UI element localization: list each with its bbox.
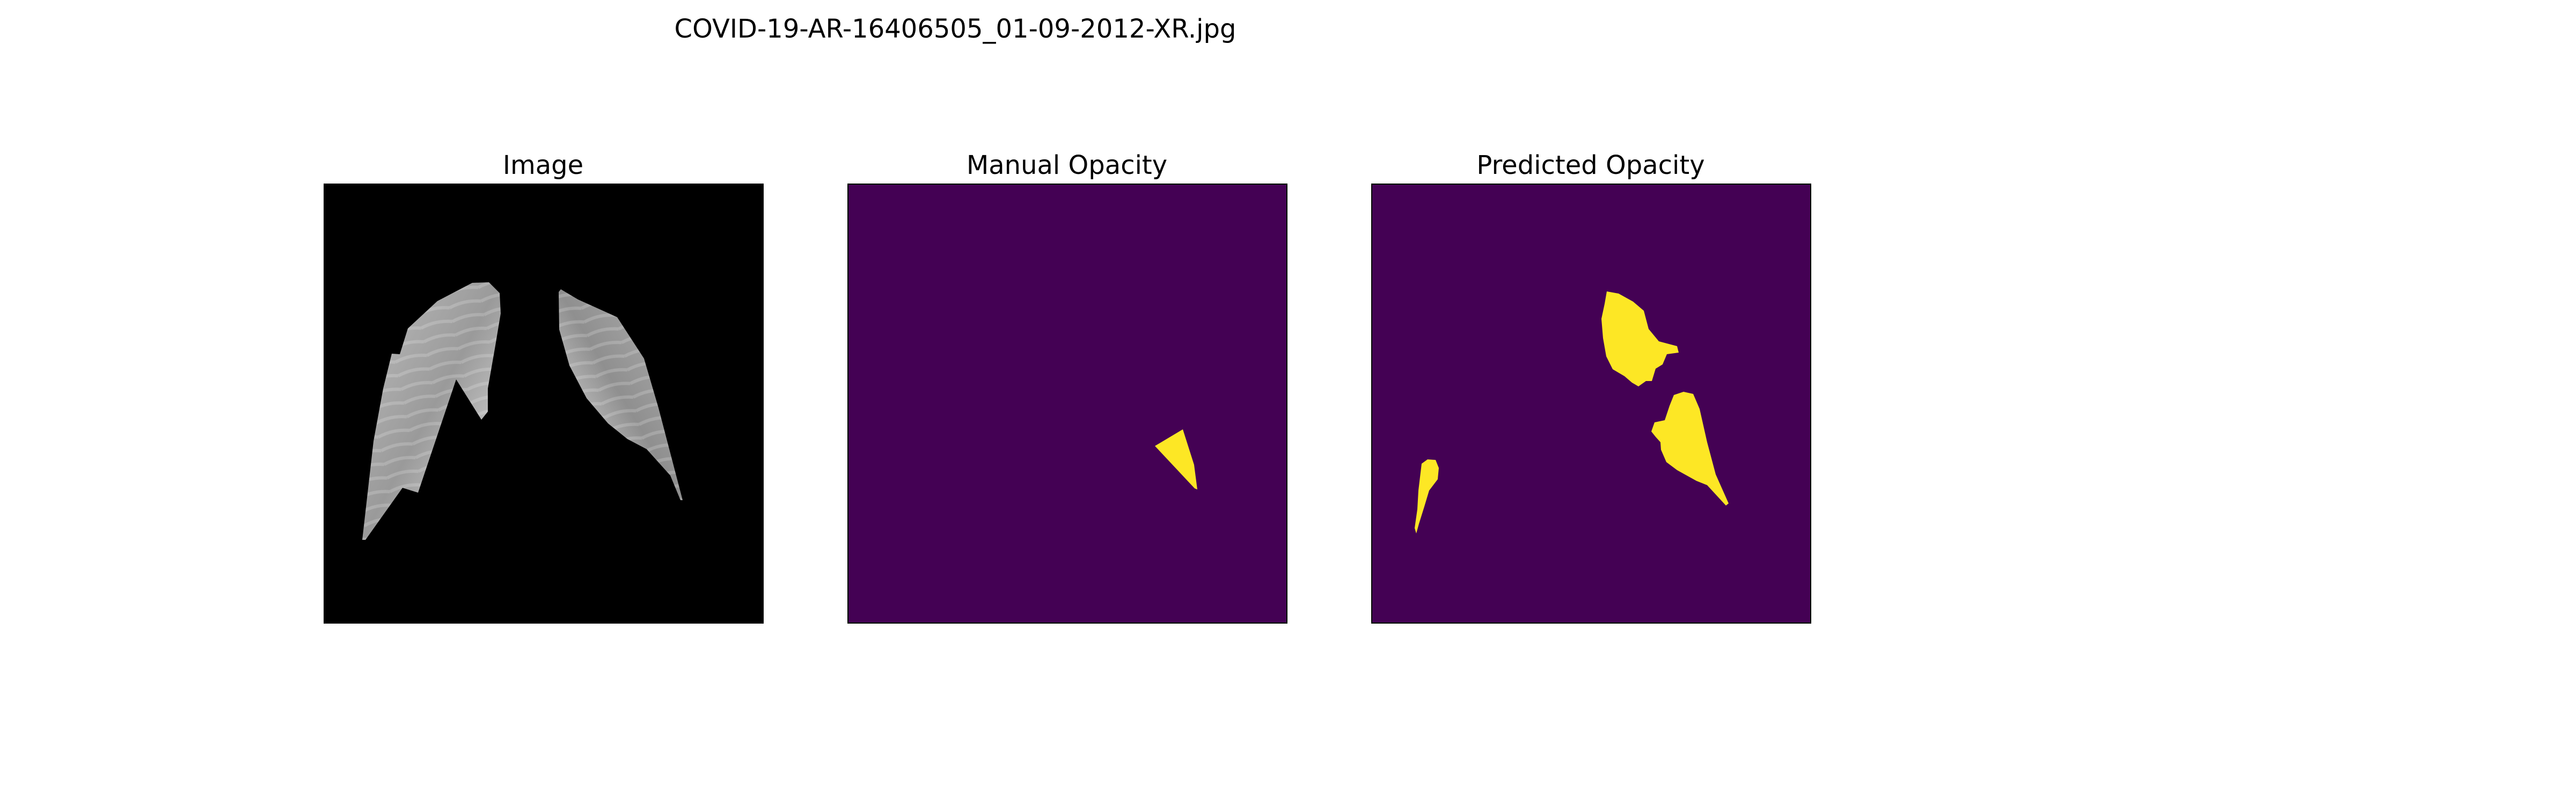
predicted-opacity-mask: [1372, 185, 1810, 623]
predicted-opacity-region-upper: [1601, 291, 1679, 386]
predicted-opacity-title: Predicted Opacity: [1476, 150, 1705, 180]
predicted-opacity-region-lower: [1415, 459, 1439, 533]
manual-opacity-panel: Manual Opacity: [847, 149, 1287, 624]
figure-title: COVID-19-AR-16406505_01-09-2012-XR.jpg: [674, 14, 1236, 44]
manual-opacity-title: Manual Opacity: [966, 150, 1168, 180]
manual-opacity-frame: [847, 184, 1287, 624]
image-panel-frame: [324, 184, 764, 624]
manual-opacity-region: [1155, 429, 1197, 489]
image-panel: Image: [324, 149, 764, 624]
predicted-opacity-region-middle: [1651, 392, 1729, 506]
predicted-opacity-frame: [1371, 184, 1811, 624]
manual-opacity-mask: [848, 185, 1286, 623]
predicted-opacity-panel: Predicted Opacity: [1371, 149, 1811, 624]
image-panel-title: Image: [502, 150, 584, 180]
lung-xray-image: [325, 185, 763, 623]
